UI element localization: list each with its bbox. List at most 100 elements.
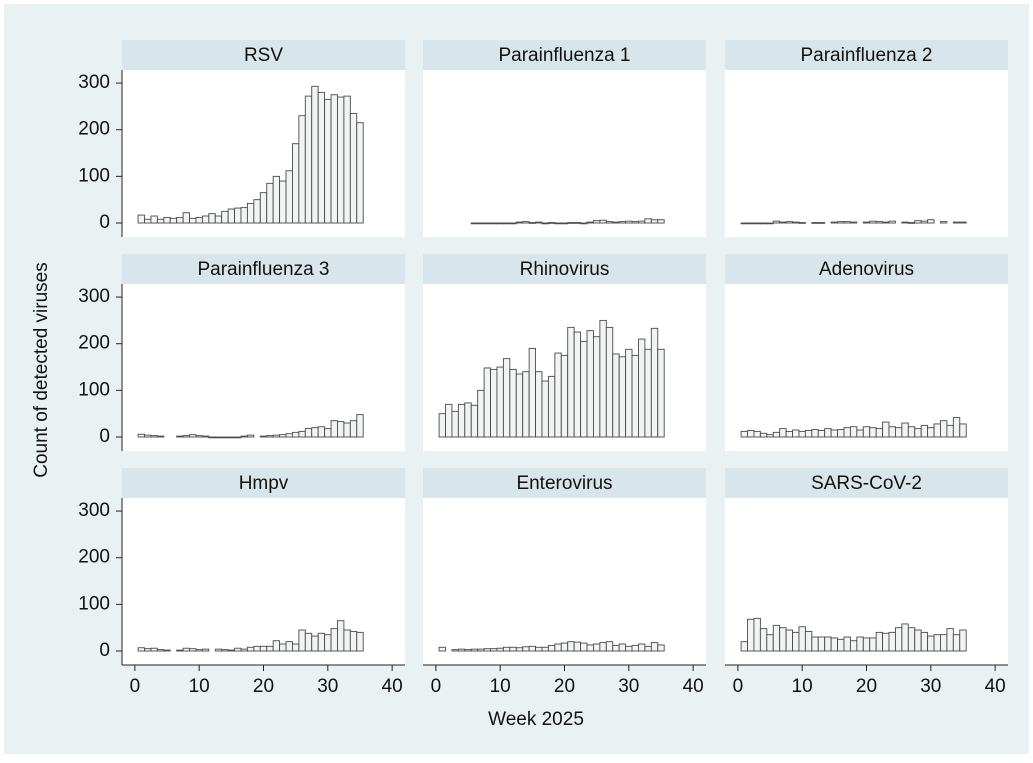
bar <box>227 436 236 439</box>
bar <box>837 429 845 438</box>
bar <box>176 216 184 224</box>
bar <box>875 428 884 438</box>
panel-header <box>122 468 405 498</box>
bar <box>240 435 248 438</box>
y-tick-label: 0 <box>99 212 110 233</box>
bar <box>156 218 165 224</box>
bar <box>785 221 793 224</box>
bar <box>952 634 961 652</box>
plot-area <box>725 284 1008 451</box>
bar <box>580 642 588 652</box>
bar <box>298 430 306 438</box>
bar <box>657 219 665 224</box>
bar <box>272 640 281 652</box>
bar <box>560 354 569 438</box>
x-tick-label: 30 <box>920 676 941 697</box>
x-axis-label: Week 2025 <box>488 709 584 730</box>
bar <box>740 222 748 225</box>
bar <box>490 368 498 438</box>
bar <box>279 180 287 224</box>
bar <box>483 367 491 438</box>
bar <box>772 431 781 438</box>
bar <box>144 648 152 652</box>
bar <box>547 375 556 438</box>
bar <box>317 632 326 652</box>
bar <box>266 182 274 224</box>
bar <box>470 222 479 225</box>
bar <box>740 641 748 652</box>
bar <box>137 433 145 438</box>
bar <box>914 220 922 224</box>
bar <box>882 221 890 224</box>
bar <box>311 635 319 652</box>
bar <box>927 635 935 652</box>
panel-header <box>725 254 1008 284</box>
bar <box>272 434 281 438</box>
bar <box>573 641 582 652</box>
bar <box>445 403 453 438</box>
bar <box>952 221 961 224</box>
bar <box>234 207 242 224</box>
bar <box>291 143 300 224</box>
bar <box>189 648 197 652</box>
bar <box>189 434 197 438</box>
bar <box>502 358 511 438</box>
bar <box>849 640 858 652</box>
bar <box>438 646 446 652</box>
bar <box>522 221 530 224</box>
bar <box>464 649 472 652</box>
bar <box>496 366 504 438</box>
bar <box>875 221 884 224</box>
bar <box>221 210 229 224</box>
bar <box>259 192 268 224</box>
bar <box>547 644 556 652</box>
y-tick-label: 0 <box>99 426 110 447</box>
bar <box>253 199 261 224</box>
y-tick-label: 300 <box>78 72 110 93</box>
panel-title: RSV <box>244 45 283 66</box>
panel-header <box>725 40 1008 70</box>
bar <box>470 648 479 652</box>
bar <box>343 629 351 652</box>
bar <box>330 628 338 652</box>
bar <box>156 649 165 652</box>
bar <box>798 626 806 652</box>
bar <box>599 319 607 438</box>
bar <box>515 373 524 438</box>
bar <box>259 435 268 438</box>
bar <box>894 627 903 652</box>
bar <box>221 436 229 439</box>
bar <box>554 222 562 225</box>
bar <box>618 356 627 438</box>
bar <box>214 648 223 652</box>
panel-title: Parainfluenza 2 <box>800 45 932 66</box>
bar <box>337 96 345 224</box>
bar <box>535 646 543 652</box>
bar <box>843 221 851 224</box>
bar <box>509 646 517 652</box>
bar <box>477 222 485 225</box>
bar <box>483 648 491 652</box>
panel-header <box>122 254 405 284</box>
bar <box>753 430 761 438</box>
y-tick-label: 100 <box>78 593 110 614</box>
bar <box>522 371 530 438</box>
bar <box>907 222 916 224</box>
bar <box>631 644 639 652</box>
x-tick-label: 30 <box>317 676 338 697</box>
bar <box>638 338 646 438</box>
bar <box>580 340 588 438</box>
bar <box>356 122 364 224</box>
bar <box>349 420 358 438</box>
bar <box>144 218 152 224</box>
bar <box>946 424 954 438</box>
bar <box>592 336 601 438</box>
y-tick-label: 0 <box>99 640 110 661</box>
bar <box>567 641 575 652</box>
bar <box>882 632 890 652</box>
bar <box>201 648 210 652</box>
bar <box>927 427 935 438</box>
bar <box>759 222 768 225</box>
y-tick-label: 200 <box>78 119 110 140</box>
